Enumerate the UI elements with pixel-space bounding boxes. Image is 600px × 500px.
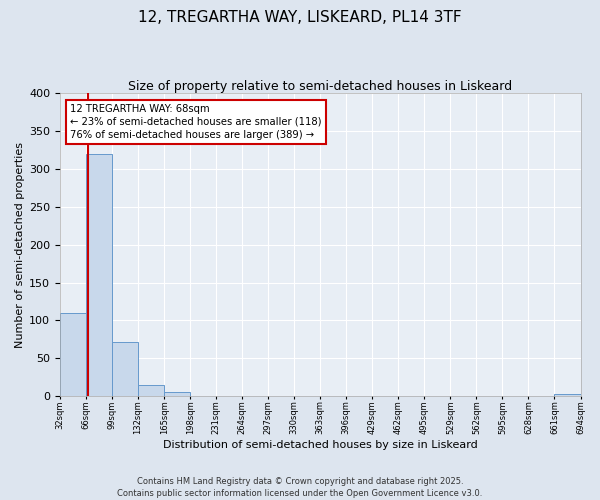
Bar — [60, 313, 86, 396]
X-axis label: Distribution of semi-detached houses by size in Liskeard: Distribution of semi-detached houses by … — [163, 440, 478, 450]
Text: 12 TREGARTHA WAY: 68sqm
← 23% of semi-detached houses are smaller (118)
76% of s: 12 TREGARTHA WAY: 68sqm ← 23% of semi-de… — [70, 104, 322, 140]
Bar — [138, 385, 164, 396]
Bar — [112, 342, 138, 396]
Y-axis label: Number of semi-detached properties: Number of semi-detached properties — [15, 142, 25, 348]
Title: Size of property relative to semi-detached houses in Liskeard: Size of property relative to semi-detach… — [128, 80, 512, 93]
Bar — [554, 394, 581, 396]
Text: Contains HM Land Registry data © Crown copyright and database right 2025.
Contai: Contains HM Land Registry data © Crown c… — [118, 476, 482, 498]
Text: 12, TREGARTHA WAY, LISKEARD, PL14 3TF: 12, TREGARTHA WAY, LISKEARD, PL14 3TF — [138, 10, 462, 25]
Bar — [164, 392, 190, 396]
Bar — [86, 154, 112, 396]
